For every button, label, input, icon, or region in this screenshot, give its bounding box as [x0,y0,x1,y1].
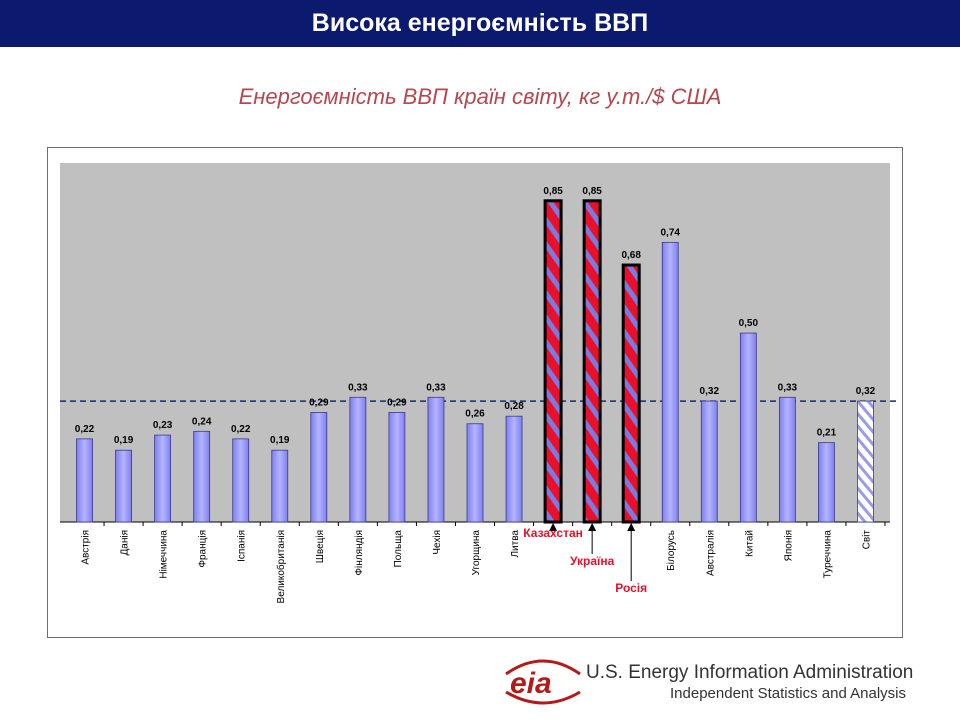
category-label: Швеція [315,530,326,563]
category-label: Австралія [705,530,716,576]
value-label: 0,29 [387,397,407,408]
category-label: Китай [744,530,755,557]
bar-Японія [778,396,796,523]
value-label: 0,24 [192,416,212,427]
bar-Україна [582,199,602,524]
category-label: Туреччина [822,530,833,579]
bar-Фінляндія [349,396,367,523]
eia-logo-text: eia [510,667,552,700]
category-label: Великобританія [275,530,287,603]
value-label: 0,85 [543,186,563,197]
category-label: Іспанія [237,530,248,562]
category-label: Німеччина [159,530,170,579]
bar-Данія [115,449,132,523]
category-label: Японія [783,530,794,561]
value-label: 0,33 [348,382,368,393]
value-label: 0,26 [465,409,485,420]
category-label: Білорусь [666,530,677,571]
value-label: 0,19 [270,435,290,446]
value-label: 0,21 [817,428,837,439]
bar-chart: 0,22 Австрія 0,19 Данія 0,23 Німеччина 0,24 Фра… [60,163,900,603]
value-label: 0,19 [114,435,134,446]
source-name: U.S. Energy Information Administration [586,662,914,683]
value-label: 0,29 [309,397,329,408]
value-label: 0,23 [153,420,173,431]
value-label: 0,22 [75,424,95,435]
source-tagline: Independent Statistics and Analysis [670,685,906,702]
category-label: Казахстан [523,526,583,540]
category-label: Росія [615,581,647,595]
pointer-arrow [588,523,597,531]
bar-Світ [857,400,874,523]
bar-Чехія [427,396,445,523]
bar-Німеччина [154,434,172,523]
value-label: 0,33 [778,382,798,393]
category-label: Данія [120,530,131,556]
chart-title: Енергоємність ВВП країн світу, кг у.т./$… [238,84,722,109]
value-label: 0,74 [661,227,681,238]
bar-Угорщина [466,423,484,523]
category-label: Фінляндія [354,530,365,576]
eia-logo: eia [500,652,586,708]
chart-frame: 0,22 Австрія 0,19 Данія 0,23 Німеччина 0,24 Фра… [47,147,903,638]
value-label: 0,68 [621,250,641,261]
bar-Польща [388,412,406,523]
value-label: 0,28 [504,401,524,412]
category-label: Чехія [432,530,443,555]
value-label: 0,85 [582,186,602,197]
value-label: 0,50 [739,318,759,329]
bar-Великобританія [271,449,289,523]
bar-Австралія [700,400,718,523]
category-label: Україна [570,554,615,568]
bar-Франція [193,430,211,523]
value-label: 0,32 [856,386,876,397]
category-label: Литва [510,530,521,558]
bar-Швеція [310,412,328,523]
bar-Іспанія [232,438,250,523]
category-label: Франція [198,530,209,568]
pointer-arrow [627,523,636,531]
value-label: 0,32 [700,386,720,397]
bar-Австрія [76,438,93,523]
page-title: Висока енергоємність ВВП [311,9,649,37]
bar-Білорусь [661,241,679,523]
value-label: 0,22 [231,424,251,435]
category-label: Світ [861,530,872,550]
bar-Казахстан [543,199,563,524]
bar-Туреччина [818,442,835,523]
category-label: Угорщина [471,530,482,576]
pointer-arrow [549,523,558,531]
category-label: Австрія [81,530,92,565]
bar-Росія [621,263,641,524]
category-label: Польща [393,530,404,568]
title-bar: Висока енергоємність ВВП [0,0,960,47]
bar-Китай [739,332,757,523]
value-label: 0,33 [426,382,446,393]
bar-Литва [505,415,523,523]
